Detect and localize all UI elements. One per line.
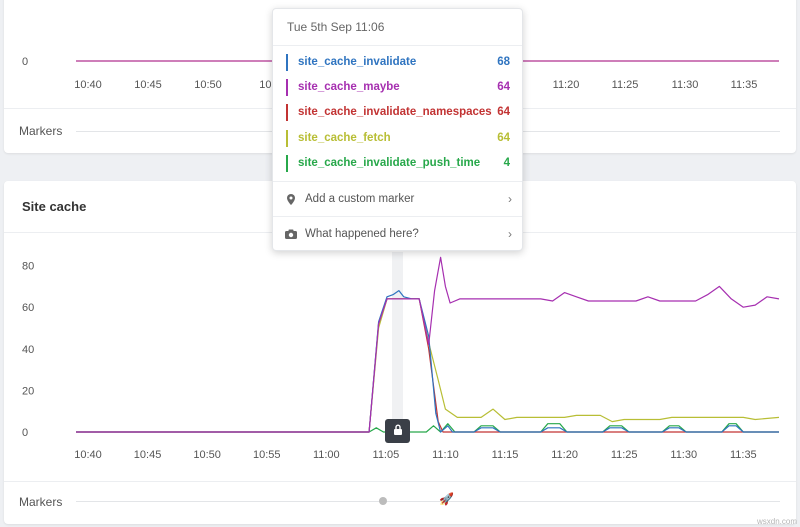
series-name: site_cache_maybe (298, 81, 400, 93)
x-tick-label: 10:45 (134, 79, 162, 91)
series-color-bar (286, 103, 288, 121)
top-markers-label: Markers (19, 124, 63, 138)
tooltip-entry: site_cache_maybe 64 (286, 77, 510, 97)
main-markers-label: Markers (19, 495, 63, 509)
x-tick-label: 11:35 (731, 79, 758, 91)
x-tick-label: 11:30 (670, 449, 697, 461)
hover-tooltip: Tue 5th Sep 11:06 site_cache_invalidate … (272, 8, 523, 251)
x-tick-label: 10:55 (253, 449, 281, 461)
series-line-site-cache-fetch (76, 298, 780, 433)
watermark: wsxdn.com (756, 517, 797, 526)
series-name: site_cache_invalidate (298, 56, 417, 68)
main-markers-track (76, 501, 780, 502)
x-tick-label: 11:35 (730, 449, 757, 461)
x-tick-label: 11:15 (492, 449, 519, 461)
add-custom-marker-action[interactable]: Add a custom marker › (283, 189, 512, 209)
series-line-site-cache-invalidate-namespaces (76, 298, 779, 433)
tooltip-entry: site_cache_fetch 64 (286, 128, 510, 148)
series-color-bar (286, 53, 288, 71)
y-tick-label: 60 (22, 302, 34, 314)
what-happened-label: What happened here? (305, 228, 419, 240)
y-tick-label: 0 (22, 56, 28, 68)
tooltip-divider (273, 45, 522, 46)
lock-crosshair-button[interactable] (385, 419, 410, 443)
x-tick-label: 11:25 (612, 79, 639, 91)
x-tick-label: 10:50 (194, 79, 222, 91)
tooltip-entry: site_cache_invalidate 68 (286, 52, 510, 72)
camera-icon (283, 229, 299, 239)
series-color-bar (286, 78, 288, 96)
x-tick-label: 10:50 (193, 449, 221, 461)
panel-title: Site cache (22, 199, 87, 214)
series-value: 4 (503, 157, 510, 169)
series-name: site_cache_fetch (298, 132, 391, 144)
x-tick-label: 11:20 (551, 449, 578, 461)
y-tick-label: 0 (22, 427, 28, 439)
hover-highlight (392, 252, 403, 432)
series-value: 64 (497, 81, 510, 93)
series-value: 64 (497, 132, 510, 144)
series-line-site-cache-invalidate (76, 290, 779, 433)
chevron-right-icon: › (508, 192, 512, 206)
what-happened-action[interactable]: What happened here? › (283, 224, 512, 244)
lock-icon (393, 422, 403, 440)
y-tick-label: 40 (22, 344, 34, 356)
x-tick-label: 10:40 (74, 79, 102, 91)
x-tick-label: 11:20 (553, 79, 580, 91)
map-pin-icon (283, 193, 299, 205)
site-cache-chart[interactable]: 0 20 40 60 80 10:40 10:45 10:50 10:55 11:00 11:05… (4, 181, 796, 524)
chevron-right-icon: › (508, 227, 512, 241)
markers-divider (4, 481, 796, 482)
tooltip-divider (273, 181, 522, 182)
series-color-bar (286, 129, 288, 147)
tooltip-divider (273, 216, 522, 217)
x-tick-label: 11:30 (672, 79, 699, 91)
x-tick-label: 10:45 (134, 449, 162, 461)
tooltip-entry: site_cache_invalidate_push_time 4 (286, 153, 510, 173)
x-tick-label: 11:25 (611, 449, 638, 461)
marker-dot[interactable] (379, 497, 387, 505)
x-tick-label: 10:40 (74, 449, 102, 461)
x-tick-label: 11:00 (313, 449, 340, 461)
add-marker-label: Add a custom marker (305, 193, 415, 205)
y-tick-label: 20 (22, 385, 34, 397)
rocket-icon[interactable]: 🚀 (439, 492, 454, 506)
tooltip-timestamp: Tue 5th Sep 11:06 (287, 20, 385, 34)
tooltip-entry: site_cache_invalidate_namespaces 64 (286, 102, 510, 122)
series-name: site_cache_invalidate_namespaces (298, 106, 492, 118)
series-line-site-cache-maybe (76, 256, 780, 433)
y-tick-label: 80 (22, 261, 34, 273)
x-tick-label: 11:10 (432, 449, 459, 461)
series-color-bar (286, 154, 288, 172)
series-name: site_cache_invalidate_push_time (298, 157, 481, 169)
x-tick-label: 11:05 (373, 449, 400, 461)
series-value: 64 (497, 106, 510, 118)
series-value: 68 (497, 56, 510, 68)
